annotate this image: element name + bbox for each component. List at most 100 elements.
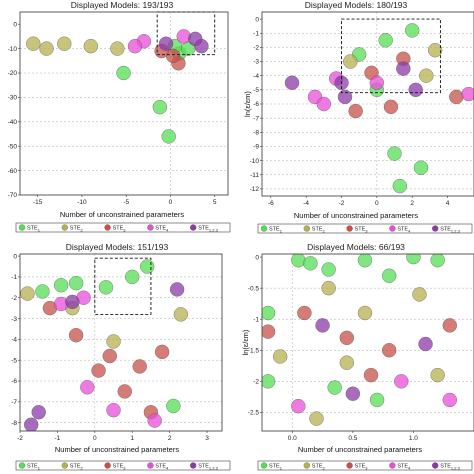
y-tick-label: -4 [253,73,259,80]
data-point [430,254,445,268]
data-point [117,384,132,399]
y-tick-label: -7 [253,115,259,122]
data-point [382,268,397,283]
data-point [357,254,373,268]
data-point [284,75,300,90]
legend-swatch [346,462,353,469]
x-tick-label: 0 [169,199,173,206]
legend-box [257,223,473,234]
x-tick-label: -10 [77,199,87,206]
legend: STE1 STE2 STE3 STE4 STE1,2,3 [15,222,231,233]
data-point [387,146,402,161]
legend-entry: STE2 [312,227,326,234]
legend-box [257,460,473,471]
data-point [406,254,421,265]
data-point [106,403,121,418]
y-tick-label: -50 [8,143,18,150]
data-point [262,374,276,389]
x-tick-label: 0 [93,435,97,442]
data-point [378,33,393,48]
legend-swatch [147,224,154,231]
data-point [369,75,385,90]
y-tick-label: -20 [8,70,18,77]
x-tick-label: 4 [446,200,450,207]
y-tick-label: -60 [8,168,18,175]
y-tick-label: -3 [11,316,17,323]
x-tick-label: -4 [303,200,309,207]
x-tick-label: 1.0 [409,435,418,442]
y-tick-label: -8 [253,130,259,137]
data-point [461,86,474,102]
data-point [408,82,423,98]
legend-swatch [61,462,68,469]
chart-panel-2: Displayed Models: 180/193 -6 -4 -2 0 2 4 0 -1 -2 -… [243,0,474,233]
data-point [262,305,276,321]
legend-swatch [104,224,111,231]
y-tick-label: -70 [8,192,18,199]
data-point [412,287,427,302]
data-point [68,275,84,291]
y-tick-label: -5 [253,87,259,94]
data-point [116,65,131,81]
plot-frame [19,11,229,196]
legend-box [15,460,231,471]
legend-entry: STE1 [27,226,41,233]
y-tick-label: -2 [253,379,259,386]
x-tick-label: -2 [339,200,345,207]
y-tick-label: -7 [11,399,17,406]
data-point [419,68,434,83]
data-point [173,307,189,322]
data-point [327,380,342,395]
y-tick-label: -12 [250,186,260,193]
legend-entry: STE4 [397,227,411,234]
data-point [272,349,288,364]
data-point [24,417,39,431]
data-point [140,259,155,274]
legend-swatch [346,225,353,232]
legend-entry: STE3 [355,227,369,234]
data-point [396,61,411,76]
data-point [382,343,397,358]
legend-entry: STE2 [312,464,326,471]
data-point [345,386,361,401]
x-tick-label: -5 [123,199,129,206]
x-axis-label: Number of unconstrained parameters [55,445,179,454]
legend-swatch [190,462,197,469]
legend-swatch [61,224,68,231]
legend-swatch [303,225,310,232]
data-point [83,38,98,54]
legend-entry: STE4 [155,226,169,233]
data-point [315,318,330,333]
legend-entry: STE1 [269,227,283,234]
data-point [442,318,457,333]
legend-entry: STE3 [113,226,127,233]
legend-swatch [104,462,111,469]
data-point [309,411,324,426]
data-point [427,43,443,58]
x-tick-label: 5 [213,199,217,206]
legend-swatch [432,225,439,232]
y-tick-label: -3 [253,59,259,66]
x-axis-label: Number of unconstrained parameters [294,211,418,220]
data-point [303,256,318,271]
y-tick-label: -4 [11,337,17,344]
y-tick-label: -11 [250,172,259,179]
data-point [418,336,433,352]
y-tick-label: -0.5 [248,285,260,292]
y-tick-label: -1 [11,274,17,281]
data-point [161,129,176,144]
legend-swatch [389,462,396,469]
legend-swatch [18,462,26,469]
y-tick-label: 0 [255,254,259,261]
data-point [348,103,363,119]
data-point [110,41,125,56]
y-tick-label: -1.5 [248,347,260,354]
data-point [442,392,457,408]
data-point [132,359,147,374]
y-tick-label: 0 [13,21,17,28]
data-point [262,324,276,339]
data-point [357,305,373,321]
data-marks [262,254,457,426]
legend-entry: STE1,2,3 [198,226,218,233]
data-point [316,96,332,112]
